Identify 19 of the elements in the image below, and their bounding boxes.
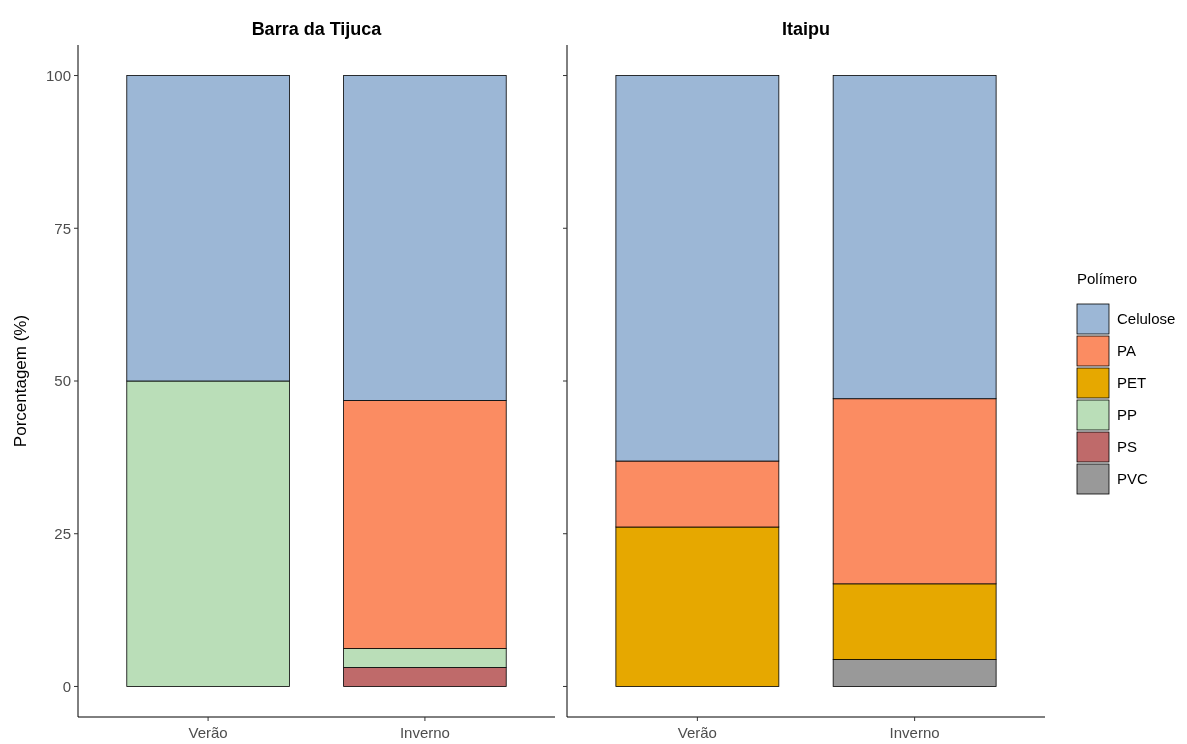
y-axis-title: Porcentagem (%) — [11, 314, 30, 448]
x-tick-label: Inverno — [889, 724, 940, 741]
x-tick-label: Verão — [188, 724, 228, 741]
chart-title: Itaipu — [782, 19, 830, 39]
legend-title: Polímero — [1077, 270, 1138, 287]
x-tick-label: Verão — [677, 724, 717, 741]
x-tick-label: Inverno — [399, 724, 450, 741]
y-tick-label: 25 — [54, 524, 71, 542]
y-tick-label: 100 — [45, 66, 71, 84]
y-tick-label: 0 — [62, 677, 71, 695]
y-tick-label: 50 — [54, 372, 71, 390]
chart-title: Barra da Tijuca — [251, 19, 383, 39]
legend-label: PET — [1117, 374, 1147, 392]
legend-label: PVC — [1117, 470, 1149, 488]
legend-label: PA — [1117, 342, 1136, 360]
legend-label: Celulose — [1117, 310, 1176, 328]
legend-label: PS — [1117, 438, 1138, 456]
legend-label: PP — [1117, 406, 1138, 424]
y-tick-label: 75 — [54, 219, 71, 237]
